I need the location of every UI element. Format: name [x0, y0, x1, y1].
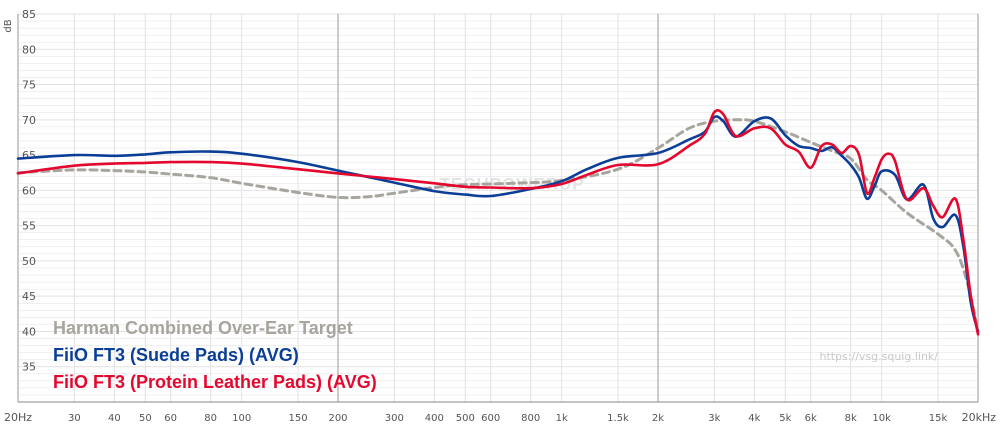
x-tick-label: 300 [385, 413, 404, 424]
x-tick-label: 600 [481, 413, 500, 424]
x-tick-label: 400 [425, 413, 444, 424]
x-tick-label: 80 [204, 413, 217, 424]
x-tick-label: 15k [929, 413, 948, 424]
grid [17, 13, 979, 403]
y-tick-label: 35 [22, 361, 36, 374]
y-tick-label: 85 [22, 8, 36, 21]
series-lines [16, 108, 980, 336]
x-tick-label: 40 [108, 413, 121, 424]
x-tick-label: 3k [708, 413, 720, 424]
y-tick-label: 70 [22, 114, 36, 127]
x-tick-label: 50 [139, 413, 152, 424]
y-tick-label: 50 [22, 255, 36, 268]
ft3-suede-line [16, 115, 980, 333]
x-axis-ticks: 20Hz 30 40 50 60 80 100 150 200 300 400 500 600 800 1k… [4, 411, 996, 424]
y-tick-label: 60 [22, 184, 36, 197]
x-tick-label: 200 [328, 413, 347, 424]
y-axis-unit-label: dB [3, 19, 14, 32]
x-tick-label: 2k [652, 413, 664, 424]
legend-ft3-suede: FiiO FT3 (Suede Pads) (AVG) [53, 345, 299, 365]
x-tick-label: 8k [845, 413, 857, 424]
y-tick-label: 45 [22, 290, 36, 303]
ft3-protein-leather-line [16, 108, 980, 336]
y-tick-label: 80 [22, 43, 36, 56]
x-tick-label: 20Hz [4, 411, 32, 424]
legend: Harman Combined Over-Ear Target FiiO FT3 … [53, 318, 377, 392]
x-tick-label: 800 [521, 413, 540, 424]
y-tick-label: 55 [22, 220, 36, 233]
x-tick-label: 60 [164, 413, 177, 424]
squiglink-credit: https://vsg.squig.link/ [819, 350, 938, 363]
y-tick-label: 40 [22, 325, 36, 338]
legend-harman-target: Harman Combined Over-Ear Target [53, 318, 353, 338]
y-axis-ticks: 35 40 45 50 55 60 65 70 75 80 85 [22, 8, 36, 374]
x-tick-label: 100 [232, 413, 251, 424]
harman-target-line [16, 118, 980, 333]
x-tick-label: 6k [805, 413, 817, 424]
y-tick-label: 75 [22, 79, 36, 92]
x-tick-label: 500 [456, 413, 475, 424]
x-tick-label: 1.5k [607, 413, 629, 424]
y-tick-label: 65 [22, 149, 36, 162]
x-tick-label: 1k [556, 413, 568, 424]
legend-ft3-protein-leather: FiiO FT3 (Protein Leather Pads) (AVG) [53, 372, 377, 392]
x-tick-label: 10k [872, 413, 891, 424]
x-tick-label: 20kHz [962, 411, 997, 424]
x-tick-label: 30 [68, 413, 81, 424]
x-tick-label: 5k [779, 413, 791, 424]
x-tick-label: 150 [288, 413, 307, 424]
x-tick-label: 4k [748, 413, 760, 424]
